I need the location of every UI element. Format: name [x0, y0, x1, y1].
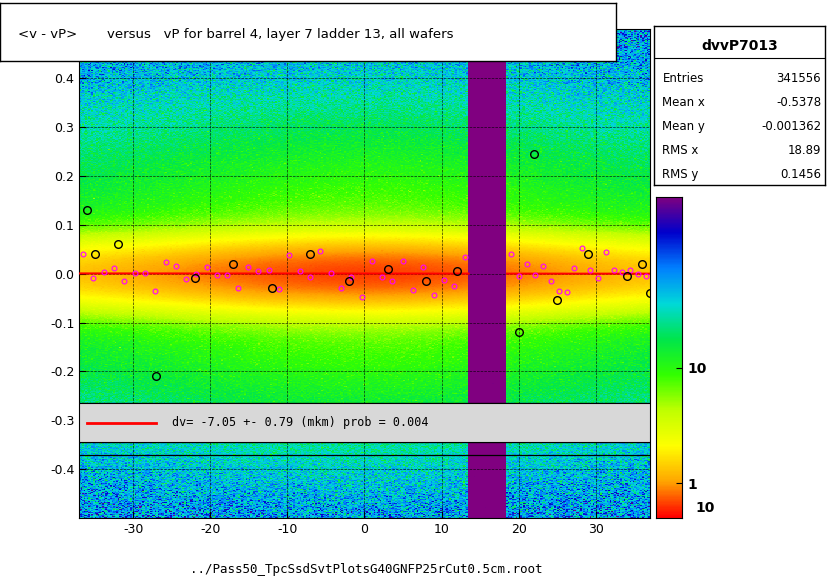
Text: Mean y: Mean y — [662, 120, 706, 133]
Text: <v - vP>       versus   vP for barrel 4, layer 7 ladder 13, all wafers: <v - vP> versus vP for barrel 4, layer 7… — [18, 28, 454, 41]
Text: 10: 10 — [696, 501, 715, 515]
Text: 0.1456: 0.1456 — [781, 168, 821, 181]
Text: dv= -7.05 +- 0.79 (mkm) prob = 0.004: dv= -7.05 +- 0.79 (mkm) prob = 0.004 — [172, 416, 428, 429]
Text: RMS y: RMS y — [662, 168, 699, 181]
Text: Mean x: Mean x — [662, 96, 706, 109]
Bar — [79, 403, 650, 442]
Text: 18.89: 18.89 — [788, 144, 821, 157]
Text: ../Pass50_TpcSsdSvtPlotsG40GNFP25rCut0.5cm.root: ../Pass50_TpcSsdSvtPlotsG40GNFP25rCut0.5… — [190, 563, 543, 576]
Text: dvvP7013: dvvP7013 — [701, 39, 778, 53]
Text: -0.001362: -0.001362 — [761, 120, 821, 133]
Text: 341556: 341556 — [776, 72, 821, 85]
Text: 0.5: 0.5 — [57, 30, 75, 40]
Text: Entries: Entries — [662, 72, 704, 85]
Text: RMS x: RMS x — [662, 144, 699, 157]
Text: -0.5378: -0.5378 — [776, 96, 821, 109]
